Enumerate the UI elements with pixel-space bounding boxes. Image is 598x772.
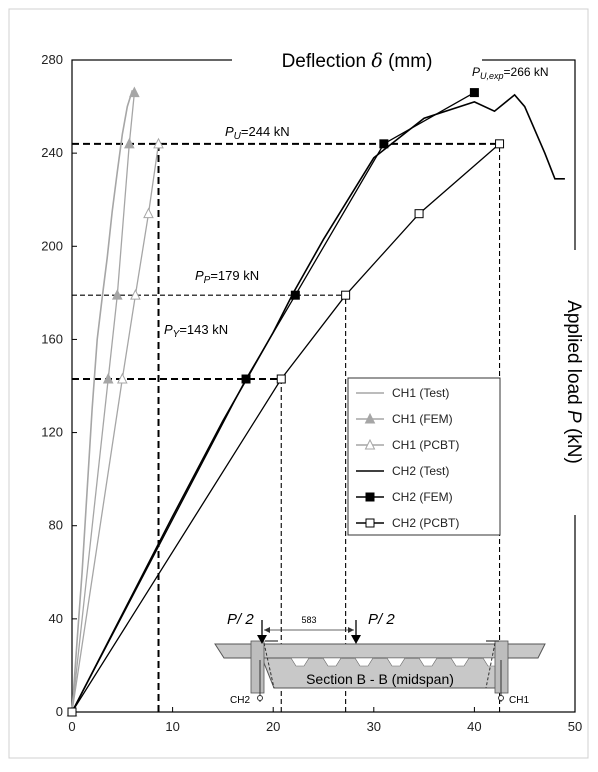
section-inset: P/ 2 P/ 2 583 CH2 CH1 Section B - B (mid… — [214, 611, 546, 706]
data-point-marker — [116, 372, 128, 384]
data-point-marker — [495, 139, 505, 149]
y-tick-label: 160 — [41, 331, 63, 346]
void-cell — [386, 657, 406, 667]
py-annotation: PY=143 kN — [164, 322, 228, 340]
gauge-label-ch2: CH2 — [230, 695, 250, 706]
legend-label: CH1 (PCBT) — [392, 438, 459, 452]
deck-slab — [214, 643, 546, 659]
x-tick-label: 20 — [266, 719, 280, 734]
puexp-annotation: PU,exp=266 kN — [472, 65, 549, 81]
series-layer — [66, 86, 565, 717]
dimension-arrow-left — [264, 627, 270, 633]
legend-item: CH2 (FEM) — [356, 490, 453, 504]
load-label-right: P/ 2 — [368, 611, 395, 628]
legend-item: CH2 (PCBT) — [356, 516, 459, 530]
gauge-label-ch1: CH1 — [509, 695, 529, 706]
data-point-marker — [290, 290, 300, 300]
data-point-marker — [130, 289, 141, 300]
y-tick-label: 40 — [49, 611, 63, 626]
series-ch1-test — [71, 90, 134, 713]
data-point-marker — [129, 86, 140, 98]
left-dashed-edge — [263, 642, 275, 689]
axis-ticks: 0 10 20 30 40 50 0 40 80 120 160 200 240 280 — [41, 52, 582, 734]
legend-item: CH1 (Test) — [356, 386, 449, 400]
y-tick-label: 200 — [41, 238, 63, 253]
data-point-marker — [241, 374, 251, 384]
load-label-left: P/ 2 — [227, 611, 254, 628]
data-point-marker — [379, 139, 389, 149]
y-tick-label: 280 — [41, 52, 63, 67]
data-point-marker — [364, 438, 376, 450]
y-axis-title: Applied load P (kN) — [563, 300, 584, 464]
series-line — [71, 93, 565, 713]
data-point-marker — [276, 374, 286, 384]
dimension-arrow-right — [348, 627, 354, 633]
ylabel-background — [563, 250, 587, 515]
data-point-marker — [414, 209, 424, 219]
series-ch2-test — [71, 93, 565, 713]
x-tick-label: 10 — [165, 719, 179, 734]
dimension-label: 583 — [301, 615, 316, 625]
x-tick-label: 0 — [68, 719, 75, 734]
data-point-marker — [365, 518, 375, 528]
data-point-marker — [341, 290, 351, 300]
reference-lines — [72, 142, 501, 712]
legend-label: CH2 (PCBT) — [392, 516, 459, 530]
y-tick-label: 240 — [41, 145, 63, 160]
void-cell — [322, 657, 342, 667]
void-cell — [418, 657, 438, 667]
pp-annotation: PP=179 kN — [195, 268, 259, 286]
right-dashed-edge — [485, 642, 496, 689]
legend-item: CH1 (PCBT) — [356, 438, 459, 452]
xlabel-background — [232, 47, 482, 73]
data-point-marker — [124, 137, 135, 149]
data-point-marker — [143, 207, 154, 219]
legend-item: CH2 (Test) — [356, 464, 449, 478]
legend-item: CH1 (FEM) — [356, 412, 453, 426]
y-tick-label: 80 — [49, 518, 63, 533]
data-point-marker — [365, 492, 375, 502]
section-caption: Section B - B (midspan) — [306, 671, 454, 687]
x-tick-label: 50 — [568, 719, 582, 734]
void-cell — [354, 657, 374, 667]
void-cell — [450, 657, 470, 667]
data-point-marker — [153, 137, 164, 149]
y-tick-label: 120 — [41, 425, 63, 440]
data-point-marker — [364, 412, 376, 424]
data-point-marker — [102, 372, 114, 384]
load-arrow-left-head — [257, 635, 267, 644]
x-tick-label: 30 — [367, 719, 381, 734]
series-line — [71, 90, 134, 713]
pu-annotation: PU=244 kN — [225, 124, 290, 142]
legend-label: CH2 (FEM) — [392, 490, 453, 504]
legend-label: CH2 (Test) — [392, 464, 449, 478]
data-point-marker — [67, 707, 77, 717]
gauge-left-marker — [257, 695, 263, 701]
series-ch2-pcbt — [67, 139, 505, 717]
y-tick-label: 0 — [56, 704, 63, 719]
legend-label: CH1 (Test) — [392, 386, 449, 400]
data-point-marker — [111, 289, 123, 300]
gauge-right-marker — [498, 695, 504, 701]
x-axis-title: Deflection δ (mm) — [282, 50, 433, 72]
void-cell — [290, 657, 310, 667]
data-point-marker — [469, 88, 479, 98]
legend: CH1 (Test) CH1 (FEM) CH1 (PCBT) CH2 (Test) C… — [347, 377, 501, 536]
series-line — [71, 92, 136, 713]
left-stiffener — [250, 640, 265, 694]
legend-label: CH1 (FEM) — [392, 412, 453, 426]
chart-border — [8, 8, 589, 759]
load-arrow-right-head — [351, 635, 361, 644]
x-tick-label: 40 — [467, 719, 481, 734]
